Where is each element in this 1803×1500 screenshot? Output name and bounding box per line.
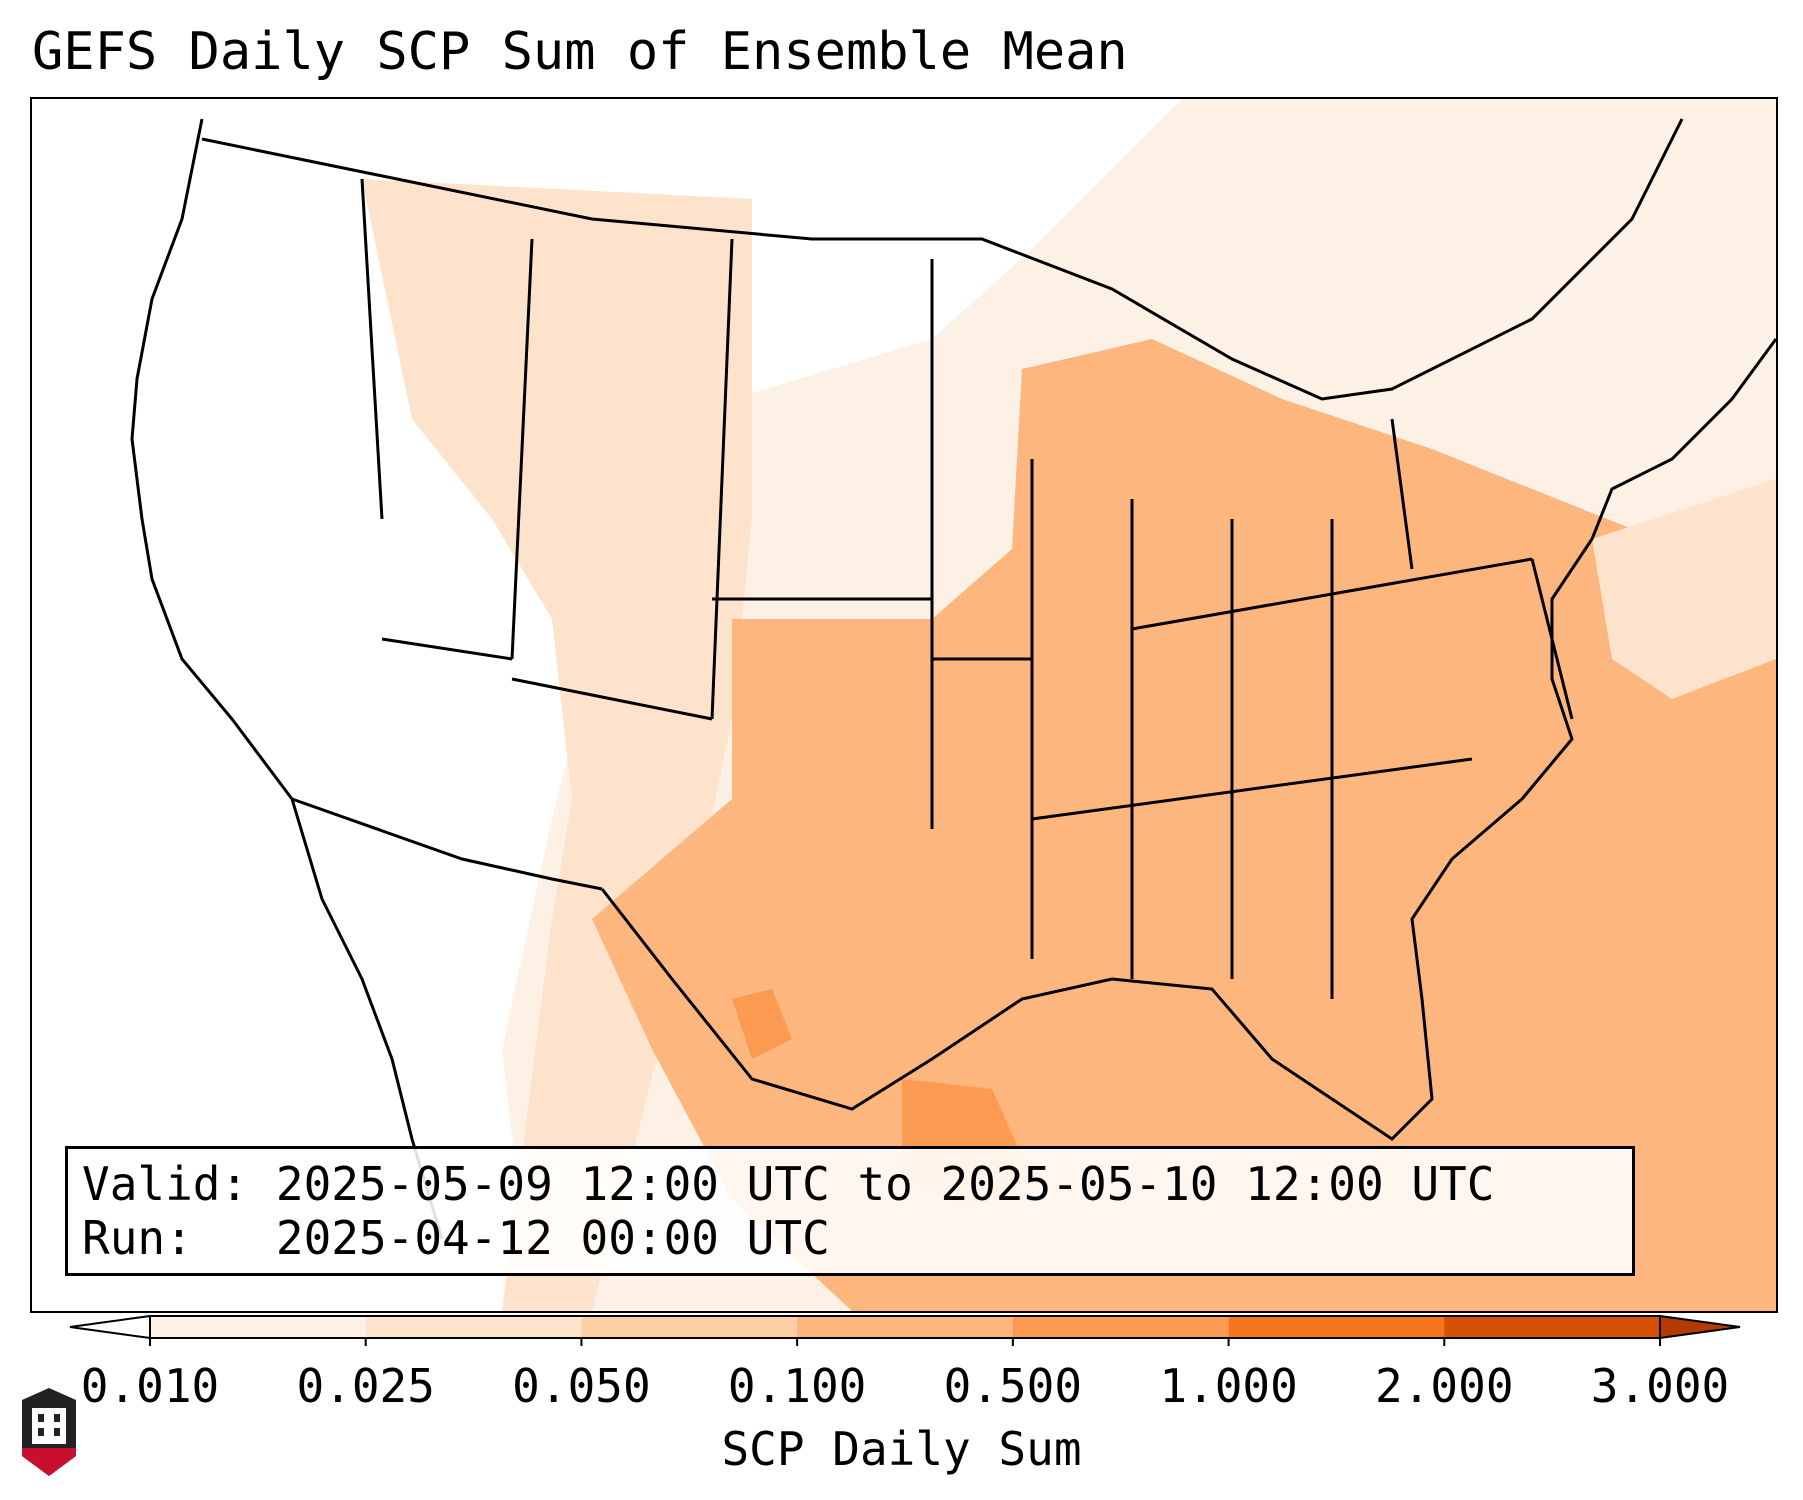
map-panel	[30, 97, 1778, 1313]
valid-value: 2025-05-09 12:00 UTC to 2025-05-10 12:00…	[275, 1157, 1495, 1211]
colorbar-segment	[1012, 1316, 1230, 1338]
colorbar-segment	[150, 1316, 367, 1338]
colorbar-segment	[1228, 1316, 1445, 1338]
border-canada	[201, 118, 1684, 401]
colorbar-segment	[797, 1316, 1014, 1338]
colorbar-segment	[581, 1316, 798, 1338]
boundaries	[130, 118, 1776, 1240]
shading-mid-atlantic-gap	[1592, 479, 1776, 699]
run-label: Run:	[82, 1211, 193, 1265]
valid-row: Valid: 2025-05-09 12:00 UTC to 2025-05-1…	[82, 1157, 1618, 1211]
colorbar-tick-label: 3.000	[1590, 1359, 1730, 1413]
coastline-west	[130, 118, 444, 1240]
state-lines	[360, 178, 1574, 999]
border-mexico	[291, 797, 603, 891]
colorbar-extend-right	[1659, 1314, 1741, 1340]
page-title: GEFS Daily SCP Sum of Ensemble Mean	[32, 22, 1128, 82]
shading-mid-central	[592, 339, 1776, 1311]
colorbar-tick-label: 0.010	[80, 1359, 220, 1413]
colorbar-tick-label: 1.000	[1159, 1359, 1298, 1413]
colorbar-tick-label: 0.100	[727, 1359, 867, 1413]
colorbar-tick-label: 0.050	[512, 1359, 651, 1413]
valid-label: Valid:	[82, 1157, 249, 1211]
colorbar-tick-label: 2.000	[1375, 1359, 1514, 1413]
valid-run-info-box: Valid: 2025-05-09 12:00 UTC to 2025-05-1…	[65, 1146, 1635, 1276]
shading-high-texas	[732, 989, 792, 1059]
colorbar-segments	[150, 1316, 1661, 1338]
colorbar-tick-label: 0.500	[943, 1359, 1083, 1413]
colorbar-tick-label: 0.025	[296, 1359, 435, 1413]
colorbar-outline	[149, 1315, 1661, 1339]
colorbar-segment	[1444, 1316, 1661, 1338]
scp-map	[130, 99, 1776, 1311]
niu-logo	[22, 1388, 76, 1476]
run-row: Run: 2025-04-12 00:00 UTC	[82, 1211, 1618, 1265]
run-value: 2025-04-12 00:00 UTC	[275, 1211, 830, 1265]
colorbar-extend-left	[69, 1314, 151, 1340]
logo-building	[32, 1408, 66, 1444]
colorbar-segment	[365, 1316, 582, 1338]
scp-shading	[362, 99, 1776, 1311]
colorbar	[69, 1314, 1741, 1346]
colorbar-label: SCP Daily Sum	[721, 1422, 1082, 1476]
coastline-gulf	[600, 888, 1434, 1141]
logo-banner	[22, 1448, 76, 1476]
